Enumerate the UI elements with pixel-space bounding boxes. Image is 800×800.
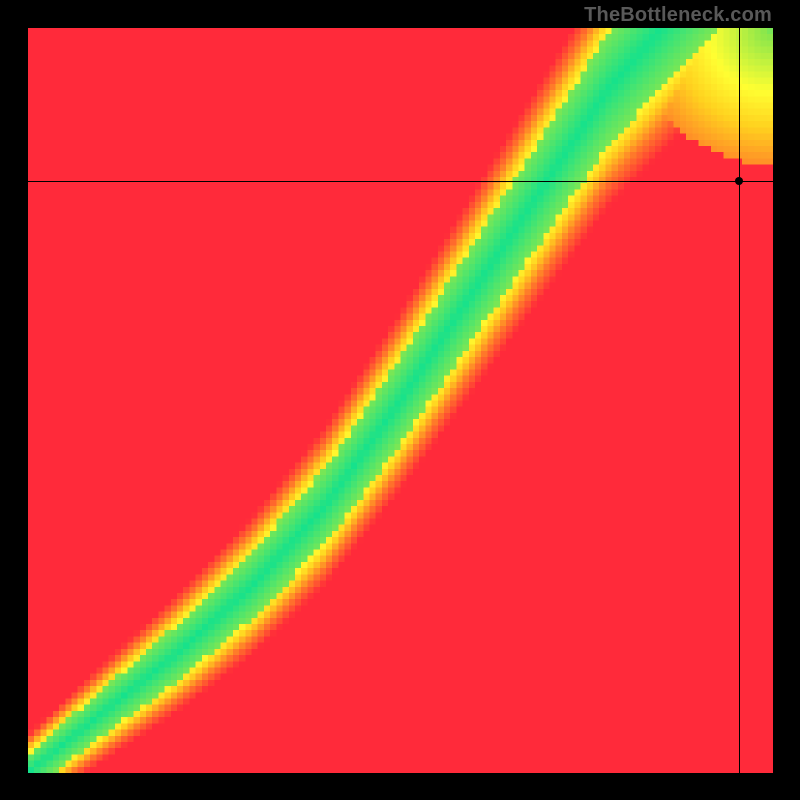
heatmap-canvas [28,28,773,773]
root-container: TheBottleneck.com [0,0,800,800]
watermark-text: TheBottleneck.com [584,4,772,27]
plot-area [28,28,773,773]
